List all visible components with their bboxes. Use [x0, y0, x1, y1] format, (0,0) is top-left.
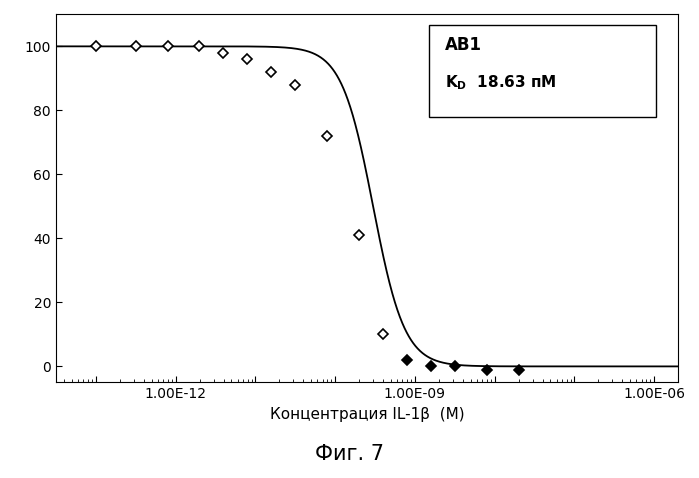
- FancyBboxPatch shape: [429, 25, 656, 118]
- Text: AB1: AB1: [445, 36, 482, 54]
- X-axis label: Концентрация IL-1β  (M): Концентрация IL-1β (M): [270, 407, 464, 422]
- Text: K$_\mathregular{D}$  18.63 пМ: K$_\mathregular{D}$ 18.63 пМ: [445, 73, 556, 92]
- Text: Фиг. 7: Фиг. 7: [315, 444, 384, 464]
